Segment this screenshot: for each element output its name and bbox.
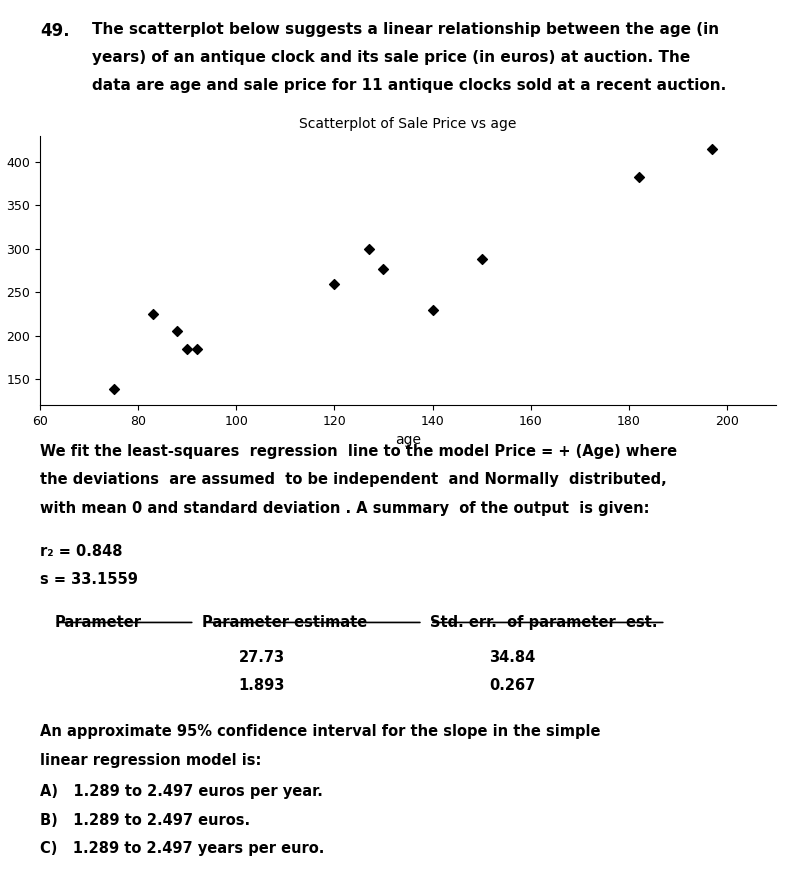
Text: An approximate 95% confidence interval for the slope in the simple: An approximate 95% confidence interval f…: [40, 724, 601, 739]
Point: [107, 382, 120, 396]
Point: [377, 262, 390, 275]
Title: Scatterplot of Sale Price vs age: Scatterplot of Sale Price vs age: [299, 116, 517, 130]
Point: [328, 277, 341, 291]
Text: years) of an antique clock and its sale price (in euros) at auction. The: years) of an antique clock and its sale …: [91, 50, 690, 65]
Text: with mean 0 and standard deviation . A summary  of the output  is given:: with mean 0 and standard deviation . A s…: [40, 501, 650, 516]
Text: 0.267: 0.267: [489, 678, 535, 693]
Point: [632, 169, 645, 183]
Text: Parameter: Parameter: [54, 615, 142, 630]
Text: Std. err.  of parameter  est.: Std. err. of parameter est.: [430, 615, 658, 630]
Text: The scatterplot below suggests a linear relationship between the age (in: The scatterplot below suggests a linear …: [91, 22, 718, 37]
Text: 49.: 49.: [40, 22, 70, 40]
Point: [181, 342, 194, 355]
Text: A)   1.289 to 2.497 euros per year.: A) 1.289 to 2.497 euros per year.: [40, 784, 323, 799]
Text: We fit the least-squares  regression  line to the model Price = + (Age) where: We fit the least-squares regression line…: [40, 444, 677, 459]
Text: C)   1.289 to 2.497 years per euro.: C) 1.289 to 2.497 years per euro.: [40, 841, 324, 856]
Text: linear regression model is:: linear regression model is:: [40, 753, 262, 767]
Point: [362, 242, 375, 255]
Text: Parameter estimate: Parameter estimate: [202, 615, 367, 630]
Point: [146, 307, 159, 321]
Point: [190, 342, 203, 355]
Text: 27.73: 27.73: [238, 650, 285, 665]
Point: [475, 252, 488, 266]
Point: [426, 303, 439, 317]
X-axis label: age: age: [395, 434, 421, 448]
Text: the deviations  are assumed  to be independent  and Normally  distributed,: the deviations are assumed to be indepen…: [40, 473, 666, 488]
Point: [706, 142, 718, 156]
Text: s = 33.1559: s = 33.1559: [40, 573, 138, 587]
Y-axis label: Sale Price: Sale Price: [0, 240, 1, 302]
Text: 1.893: 1.893: [238, 678, 285, 693]
Text: 34.84: 34.84: [489, 650, 535, 665]
Text: B)   1.289 to 2.497 euros.: B) 1.289 to 2.497 euros.: [40, 813, 250, 827]
Text: data are age and sale price for 11 antique clocks sold at a recent auction.: data are age and sale price for 11 antiq…: [91, 77, 726, 92]
Text: r₂ = 0.848: r₂ = 0.848: [40, 544, 122, 559]
Point: [171, 324, 184, 338]
